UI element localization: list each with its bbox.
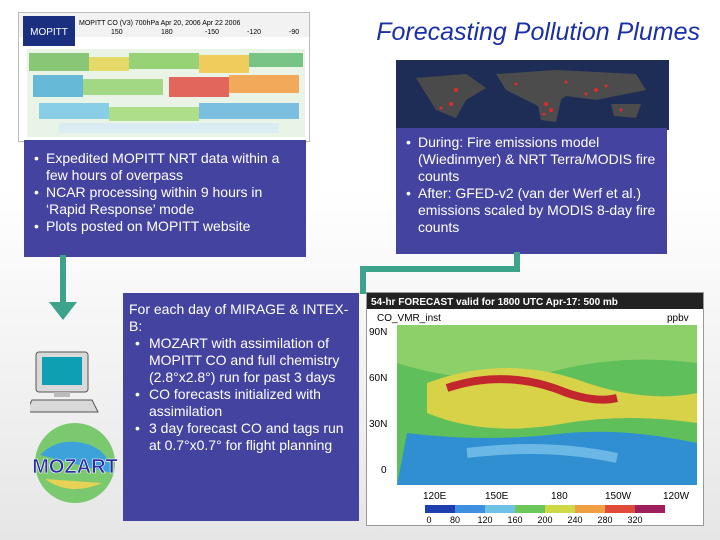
mopitt-lon-tick: -120	[247, 29, 261, 36]
lat-label: 30N	[369, 419, 387, 430]
fire-bullet: After: GFED-v2 (van der Werf et al.) emi…	[402, 185, 661, 236]
mopitt-bullet: NCAR processing within 9 hours in ‘Rapid…	[30, 184, 300, 218]
mopitt-co-map: MOPITT MOPITT CO (V3) 700hPa Apr 20, 200…	[18, 12, 310, 142]
connector-line	[60, 255, 66, 305]
colorbar-label: 160	[507, 515, 522, 525]
lat-label: 60N	[369, 373, 387, 384]
lon-label: 120W	[663, 491, 690, 502]
lat-label: 0	[381, 465, 387, 476]
slide-title: Forecasting Pollution Plumes	[376, 18, 700, 46]
mopitt-bullet: Expedited MOPITT NRT data within a few h…	[30, 150, 300, 184]
connector-line	[360, 266, 366, 294]
mozart-globe-logo: MOZART	[30, 415, 120, 510]
mozart-logo-text: MOZART	[32, 456, 118, 478]
mopitt-logo: MOPITT	[30, 27, 68, 38]
connector-line	[514, 252, 520, 272]
colorbar-label: 320	[627, 515, 642, 525]
mozart-bullet: CO forecasts initialized with assimilati…	[129, 386, 353, 420]
mopitt-bullet: Plots posted on MOPITT website	[30, 218, 300, 235]
arrowhead-icon	[49, 302, 77, 320]
forecast-variable: CO_VMR_inst	[377, 313, 441, 324]
co-forecast-map: 54-hr FORECAST valid for 1800 UTC Apr-17…	[366, 292, 704, 526]
mozart-bullet: MOZART with assimilation of MOPITT CO an…	[129, 335, 353, 386]
colorbar-label: 280	[597, 515, 612, 525]
colorbar-label: 0	[426, 515, 431, 525]
forecast-unit: ppbv	[667, 313, 689, 324]
lat-label: 90N	[369, 327, 387, 338]
colorbar-label: 120	[477, 515, 492, 525]
forecast-header: 54-hr FORECAST valid for 1800 UTC Apr-17…	[371, 297, 618, 308]
mopitt-lon-tick: -90	[289, 29, 299, 36]
mopitt-header: MOPITT CO (V3) 700hPa Apr 20, 2006 Apr 2…	[79, 20, 240, 27]
mozart-intro: For each day of MIRAGE & INTEX-B:	[129, 301, 349, 334]
mozart-bullet: 3 day forecast CO and tags run at 0.7°x0…	[129, 420, 353, 454]
colorbar-label: 240	[567, 515, 582, 525]
colorbar-label: 200	[537, 515, 552, 525]
modis-fire-map	[396, 60, 669, 130]
mopitt-lon-tick: 150	[111, 29, 123, 36]
lon-label: 150E	[485, 491, 509, 502]
connector-line	[360, 266, 520, 272]
lon-label: 150W	[605, 491, 632, 502]
fire-emissions-panel: During: Fire emissions model (Wiedinmyer…	[396, 128, 667, 254]
lon-label: 120E	[423, 491, 447, 502]
mopitt-info-panel: Expedited MOPITT NRT data within a few h…	[24, 140, 306, 257]
mozart-panel: For each day of MIRAGE & INTEX-B: MOZART…	[123, 293, 359, 521]
fire-bullet: During: Fire emissions model (Wiedinmyer…	[402, 134, 661, 185]
lon-label: 180	[551, 491, 568, 502]
mopitt-lon-tick: 180	[161, 29, 173, 36]
colorbar-label: 80	[450, 515, 460, 525]
computer-icon	[25, 350, 100, 420]
mopitt-lon-tick: -150	[205, 29, 219, 36]
